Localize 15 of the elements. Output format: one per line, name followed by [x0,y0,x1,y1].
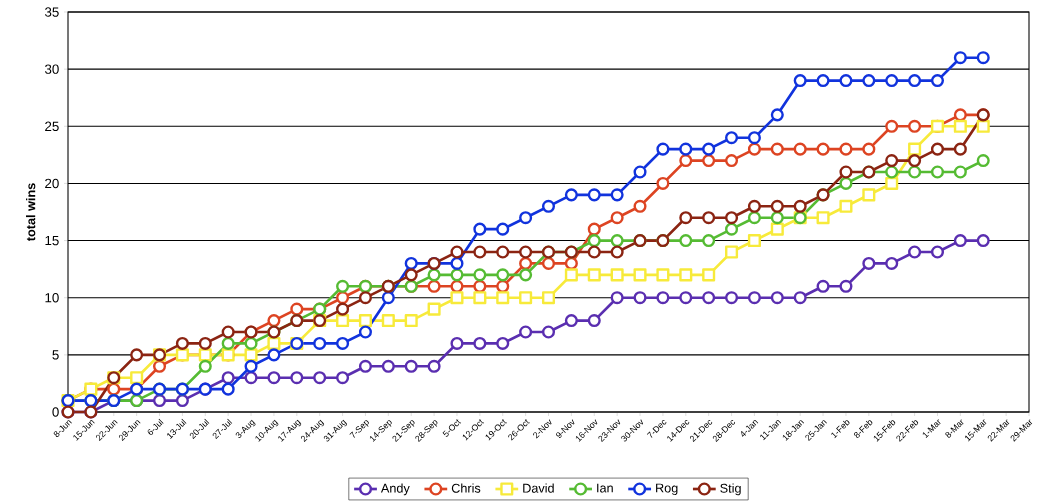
y-tick-label: 0 [52,407,59,417]
legend-label: Andy [380,483,410,496]
legend-label: David [523,483,554,493]
y-axis-title: total wins [26,183,36,242]
legend-label: Chris [451,483,481,493]
legend-label: Rog [656,483,678,495]
legend-label: Stig [720,483,741,496]
legend-label: Ian [597,483,613,493]
y-tick-label: 5 [52,350,59,360]
y-tick-label: 30 [44,64,59,74]
y-tick-label: 25 [45,121,59,132]
y-tick-label: 35 [44,7,59,17]
y-tick-label: 20 [45,178,59,189]
y-tick-label: 15 [45,235,59,246]
y-tick-label: 10 [45,293,59,303]
